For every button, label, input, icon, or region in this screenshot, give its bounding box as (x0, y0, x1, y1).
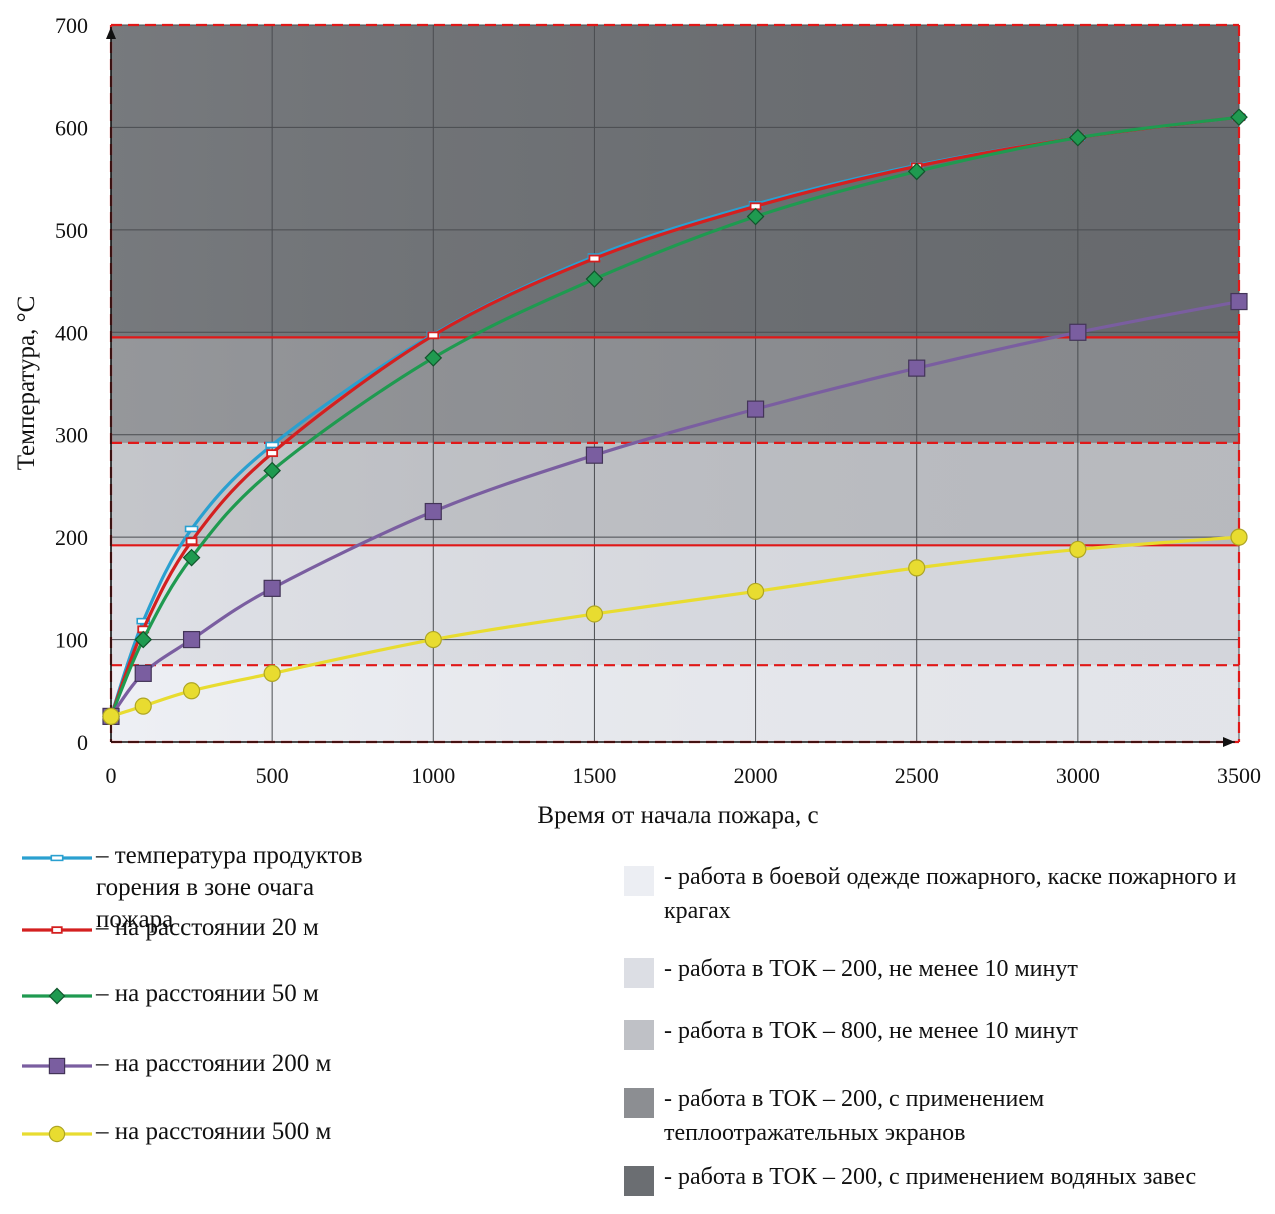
x-tick-label: 2500 (895, 763, 939, 788)
series-point (50, 854, 64, 862)
y-tick-label: 200 (55, 525, 88, 550)
series-point (182, 630, 201, 649)
chart: 0 500 1000 1500 2000 2500 3000 3500 0 100 200 300 40… (13, 13, 1261, 829)
series-point (585, 446, 604, 464)
series-3 (102, 108, 1248, 726)
series-point (1069, 323, 1087, 341)
series-5 (102, 528, 1248, 725)
series-point (263, 461, 281, 480)
x-axis-arrow (1223, 737, 1235, 747)
series-point (908, 359, 926, 377)
x-axis-title: Время от начала пожара, с (537, 802, 818, 829)
series-point (907, 162, 926, 181)
y-axis-arrow (106, 27, 116, 39)
zone-swatch (624, 1088, 654, 1118)
series-point (102, 707, 120, 725)
series-point (134, 697, 152, 715)
x-tick-label: 3000 (1056, 763, 1100, 788)
legend-swatch-icon (22, 926, 92, 934)
zone-shading (111, 25, 1239, 742)
series-point (1069, 540, 1087, 559)
series-point (184, 525, 199, 533)
legend-swatch-icon (22, 1125, 92, 1143)
series-point (424, 349, 443, 367)
y-tick-label: 0 (77, 730, 88, 755)
series-point (1230, 528, 1248, 546)
series-point (908, 559, 926, 577)
series-point (585, 270, 604, 288)
legend-label: – на расстоянии 20 м (96, 914, 319, 941)
zone-label: - работа в ТОК – 200, с применением водя… (664, 1164, 1197, 1190)
series-point (185, 537, 198, 546)
y-tick-label: 600 (55, 115, 88, 140)
y-tick-label: 500 (55, 218, 88, 243)
zone-swatch (624, 866, 654, 896)
y-tick-label: 300 (55, 423, 88, 448)
series-line (109, 115, 1240, 718)
y-tick-label: 700 (55, 13, 88, 38)
series-point (48, 1125, 66, 1143)
x-tick-label: 1000 (411, 763, 455, 788)
series-point (182, 548, 201, 567)
zone-swatch (624, 1020, 654, 1050)
legend-swatch-icon (22, 1057, 92, 1075)
series-point (136, 617, 151, 625)
series-point (265, 441, 279, 449)
x-tick-label: 2000 (734, 763, 778, 788)
legend-swatch-icon (22, 987, 92, 1005)
series-point (588, 254, 601, 263)
y-tick-label: 400 (55, 320, 88, 345)
series-point (1069, 128, 1087, 147)
series-point (263, 664, 281, 682)
series-point (266, 449, 279, 458)
legend-label: – температура продуктов горения в зоне о… (96, 842, 363, 933)
series-point (746, 582, 765, 601)
series-point (424, 502, 442, 521)
legend-label: – на расстоянии 500 м (96, 1118, 332, 1145)
series-point (1230, 292, 1248, 311)
x-tick-label: 0 (106, 763, 117, 788)
zone-swatch (624, 1166, 654, 1196)
x-tick-label: 1500 (572, 763, 616, 788)
series-point (746, 400, 765, 418)
zone-swatch (624, 958, 654, 988)
legend-swatch-icon (22, 854, 92, 862)
zone-label: - работа в боевой одежде пожарного, каск… (664, 864, 1237, 924)
series-point (48, 1057, 66, 1075)
legend-label: – на расстоянии 50 м (96, 980, 319, 1007)
series-point (51, 926, 63, 934)
zone-label: - работа в ТОК – 800, не менее 10 минут (664, 1018, 1078, 1044)
x-tick-label: 500 (256, 763, 289, 788)
series-point (134, 664, 152, 682)
series-point (1230, 108, 1248, 127)
series-point (424, 630, 442, 649)
series-point (746, 207, 765, 226)
y-axis-title: Температура, °С (13, 296, 40, 471)
zone-label: - работа в ТОК – 200, с применением тепл… (664, 1086, 1045, 1146)
series-point (427, 331, 440, 340)
series-point (263, 579, 281, 597)
series-point (182, 682, 201, 700)
zone-label: - работа в ТОК – 200, не менее 10 минут (664, 956, 1078, 982)
y-tick-label: 100 (55, 628, 88, 653)
series-line (109, 115, 1240, 717)
series-point (585, 605, 604, 623)
series-point (48, 987, 66, 1005)
legend-label: – на расстоянии 200 м (96, 1050, 332, 1077)
series-point (134, 630, 153, 649)
x-tick-label: 3500 (1217, 763, 1261, 788)
